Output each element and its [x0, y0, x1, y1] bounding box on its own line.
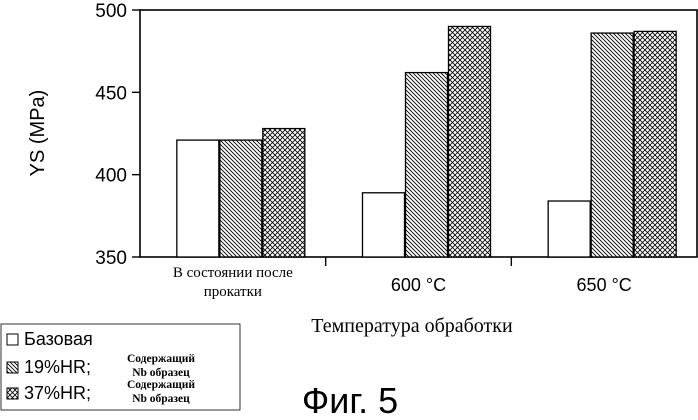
bar [591, 33, 633, 257]
legend-label: 19%HR; [24, 357, 91, 377]
bar [548, 201, 590, 257]
legend-swatch [7, 388, 18, 399]
legend-note: Содержащий [127, 379, 195, 391]
bar [634, 31, 676, 257]
legend-note: Nb образец [132, 367, 190, 379]
legend-label: Базовая [24, 329, 93, 349]
bar [363, 193, 405, 257]
figure-caption: Фиг. 5 [302, 380, 398, 420]
x-tick-label: В состоянии послепрокатки [173, 265, 293, 300]
legend-label: 37%HR; [24, 383, 91, 403]
x-tick-label: 650 °C [577, 275, 632, 295]
x-tick-label: 600 °C [391, 275, 446, 295]
x-axis-label: Температура обработки [311, 315, 513, 337]
bar [449, 26, 491, 257]
y-tick-label: 400 [95, 166, 127, 187]
y-axis-ticks: 350 400 450 500 [95, 1, 140, 269]
y-tick-label: 500 [95, 1, 127, 22]
legend-note: Nb образец [132, 393, 190, 405]
bars-group [177, 26, 676, 257]
legend-note: Содержащий [127, 353, 195, 365]
bar [263, 129, 305, 257]
bar [177, 140, 219, 257]
bar [406, 73, 448, 257]
x-axis-ticks: В состоянии послепрокатки 600 °C 650 °C [173, 257, 632, 300]
legend: Базовая19%HR;СодержащийNb образец37%HR;С… [1, 324, 240, 410]
legend-swatch [7, 334, 18, 345]
bar [220, 140, 262, 257]
legend-swatch [7, 362, 18, 373]
y-tick-label: 450 [95, 83, 127, 104]
y-tick-label: 350 [95, 248, 127, 269]
y-axis-label: YS (MPa) [27, 90, 49, 177]
